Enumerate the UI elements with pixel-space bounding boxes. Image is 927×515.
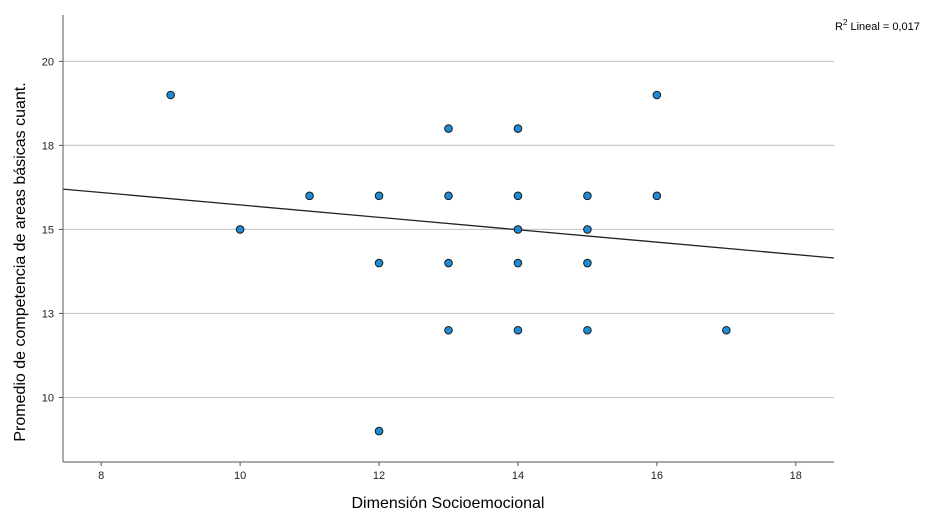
x-tick-label: 12 xyxy=(373,470,385,482)
data-point xyxy=(583,225,592,234)
x-tick-label: 18 xyxy=(790,470,802,482)
data-point xyxy=(513,258,523,268)
data-point xyxy=(513,124,523,133)
data-point xyxy=(444,191,453,201)
x-tick-label: 14 xyxy=(512,470,524,482)
data-point xyxy=(166,90,175,100)
data-point xyxy=(513,325,523,335)
data-point xyxy=(583,191,592,201)
data-point xyxy=(374,426,384,436)
fit-line-group xyxy=(62,188,835,259)
x-tick-label: 10 xyxy=(234,470,246,482)
y-tick-label: 18 xyxy=(42,140,54,152)
data-point xyxy=(583,325,592,335)
y-tick-label: 20 xyxy=(42,56,54,68)
data-point xyxy=(305,191,314,201)
y-tick-label: 13 xyxy=(42,308,54,320)
data-point xyxy=(444,124,453,133)
data-point xyxy=(444,325,453,335)
data-point xyxy=(583,258,592,268)
y-axis-title: Promedio de competencia de areas básicas… xyxy=(12,82,29,441)
data-point xyxy=(235,225,245,234)
y-tick-label: 10 xyxy=(42,392,54,404)
x-tick-label: 8 xyxy=(98,470,104,482)
y-tick-label: 15 xyxy=(42,224,54,236)
x-tick-label: 16 xyxy=(651,470,663,482)
regression-line xyxy=(62,188,835,259)
x-axis-ticks: 8 10 12 14 16 18 xyxy=(98,462,802,482)
data-points xyxy=(166,90,731,436)
data-point xyxy=(652,191,662,201)
y-axis-ticks: 10 13 15 18 20 xyxy=(42,56,63,404)
data-point xyxy=(444,258,453,268)
data-point xyxy=(722,325,731,335)
data-point xyxy=(374,258,384,268)
r2-label: R2 Lineal = 0,017 xyxy=(835,18,920,33)
x-axis-title: Dimensión Socioemocional xyxy=(352,495,545,512)
axes xyxy=(62,15,834,463)
data-point xyxy=(374,191,384,201)
grid-lines xyxy=(63,60,834,399)
data-point xyxy=(513,191,523,201)
data-point xyxy=(513,225,523,234)
data-point xyxy=(652,90,662,100)
